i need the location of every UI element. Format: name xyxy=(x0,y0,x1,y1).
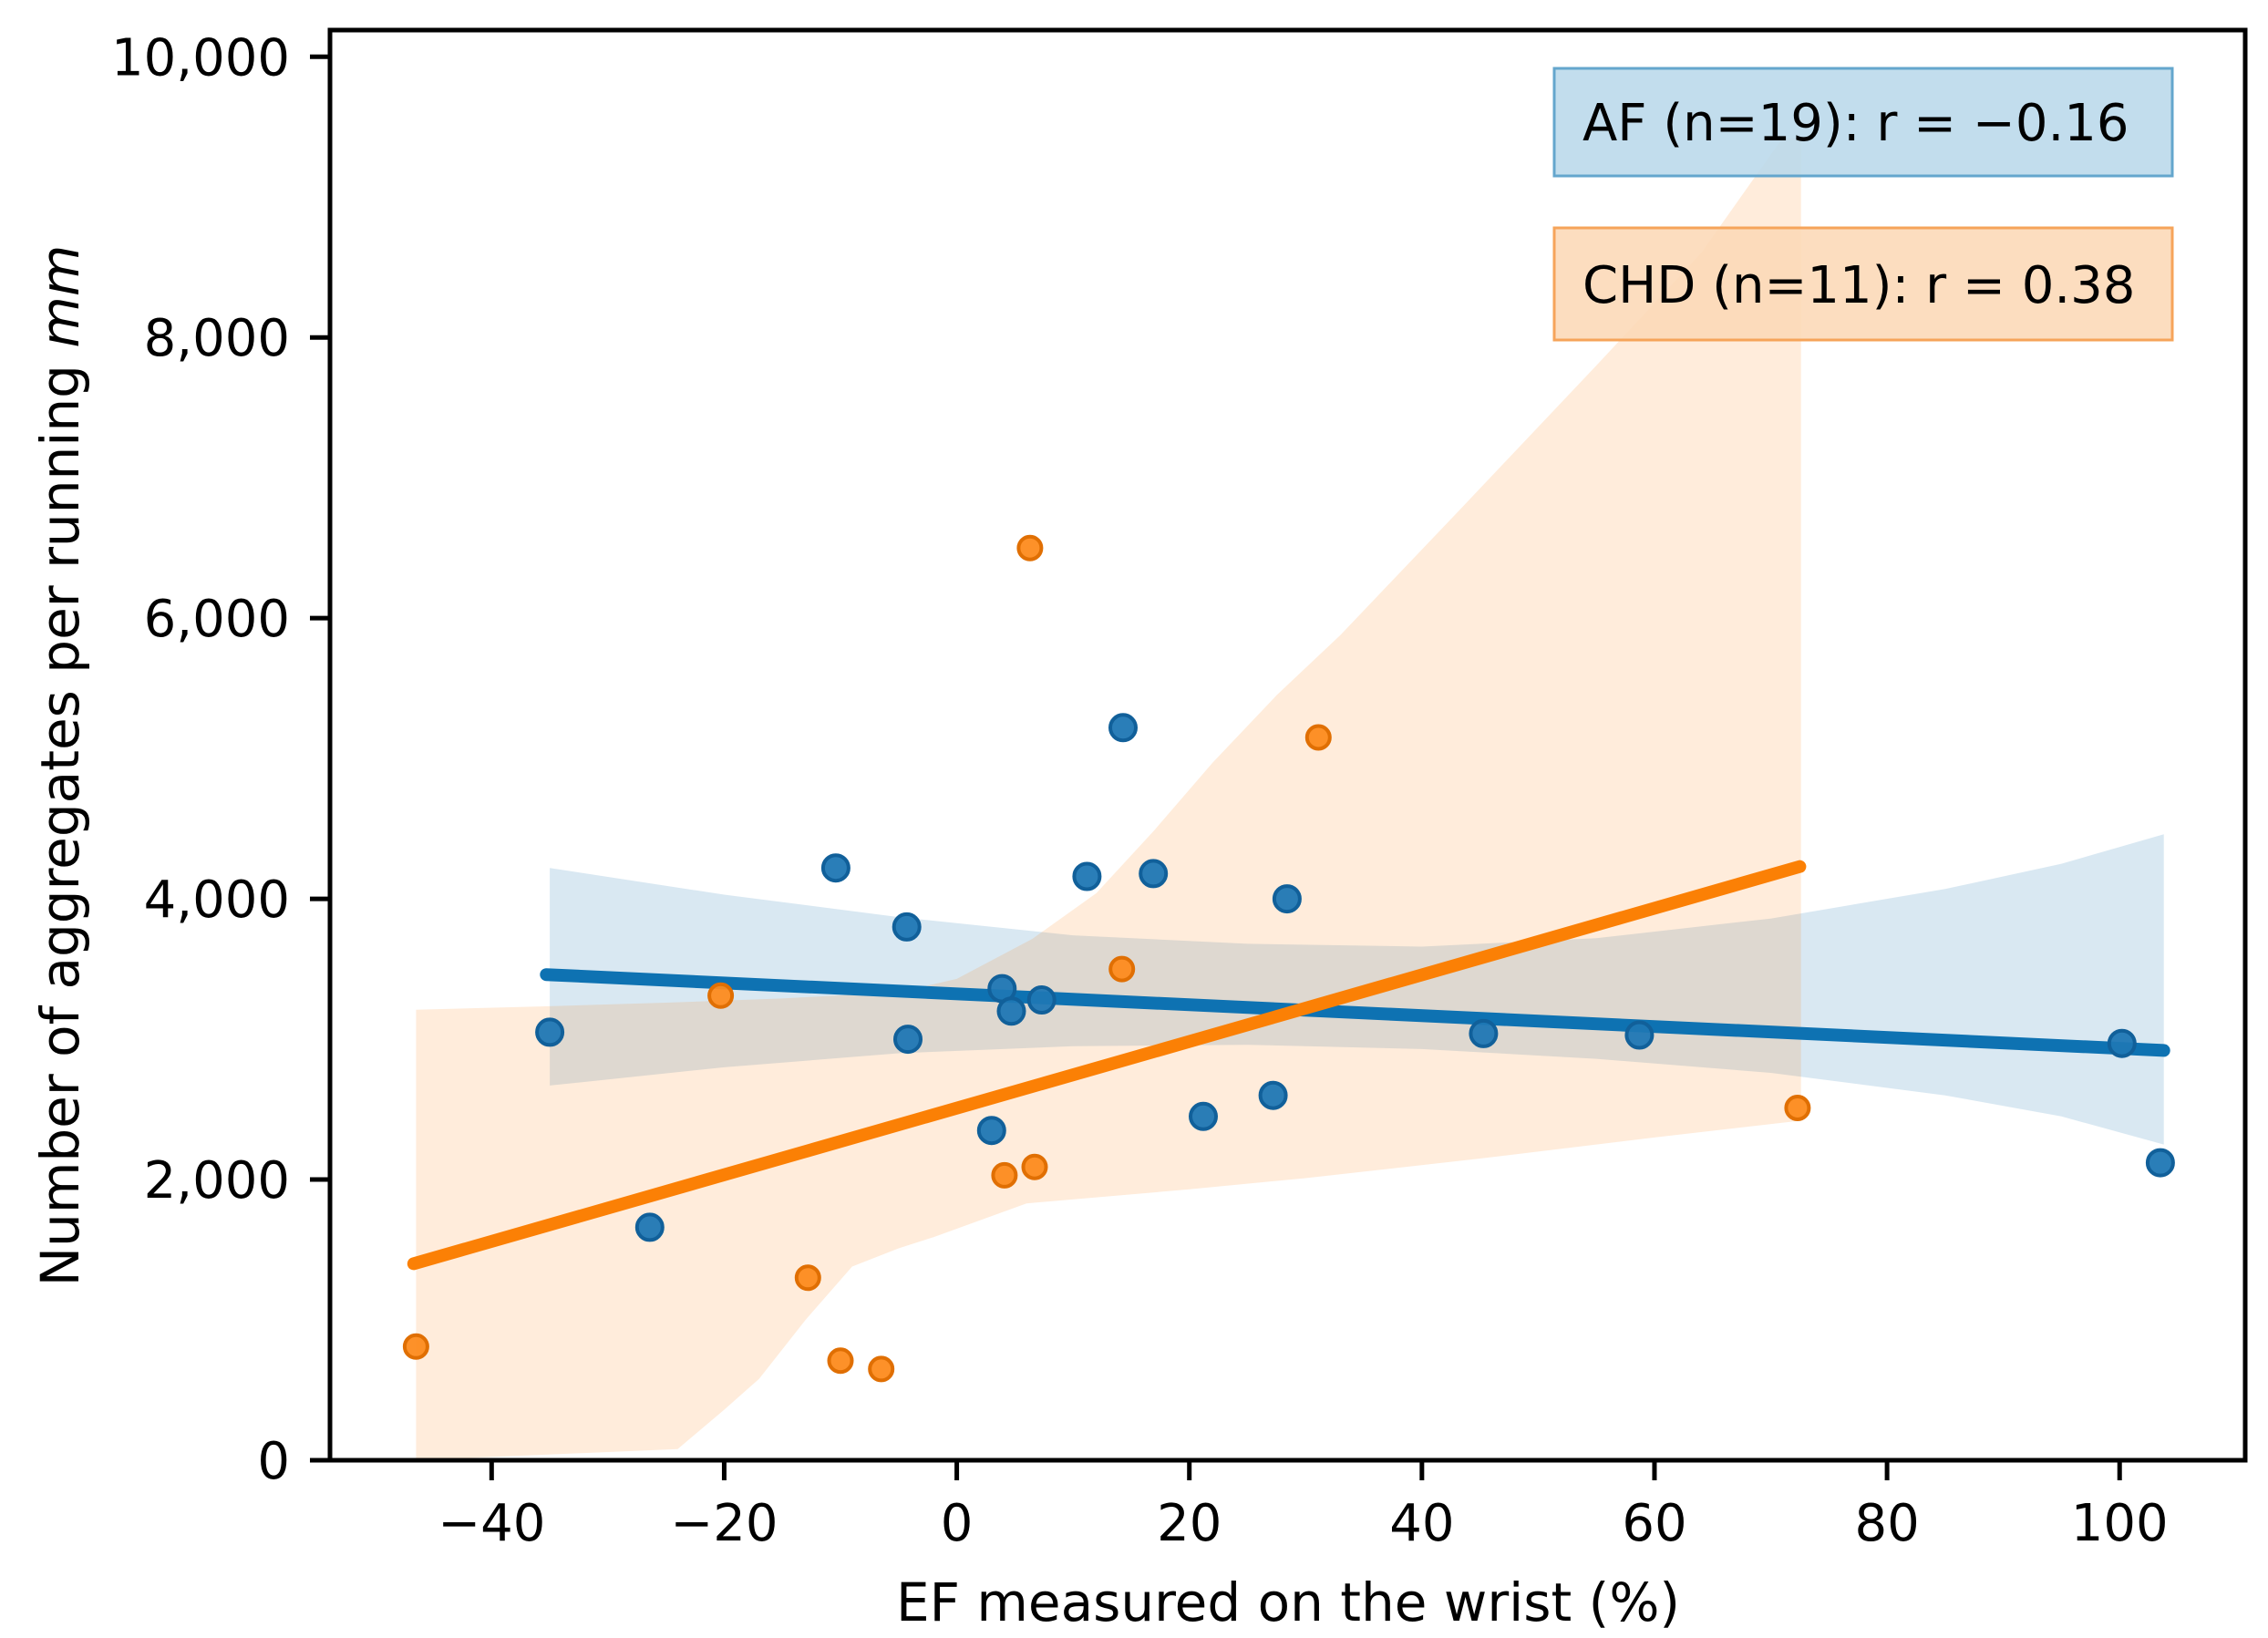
y-tick-label: 6,000 xyxy=(144,590,290,649)
af-point xyxy=(893,1025,923,1055)
chd-regression-line xyxy=(407,860,1807,1271)
x-tick-label: 60 xyxy=(1622,1494,1686,1553)
af-point xyxy=(820,853,850,883)
x-tick-label: 40 xyxy=(1389,1494,1454,1553)
af-point xyxy=(1139,859,1169,889)
af-point xyxy=(1624,1020,1655,1050)
af-point xyxy=(1026,985,1057,1015)
y-tick-label: 8,000 xyxy=(144,309,290,368)
chd-point xyxy=(1021,1153,1048,1180)
x-tick-label: 0 xyxy=(941,1494,974,1553)
af-point xyxy=(996,996,1026,1026)
x-tick-label: 80 xyxy=(1854,1494,1919,1553)
chd-point xyxy=(827,1347,854,1375)
chd-point xyxy=(1108,955,1136,983)
af-point xyxy=(1108,713,1138,743)
legend-chd-box xyxy=(1552,226,2174,342)
af-point xyxy=(1469,1018,1499,1048)
af-point xyxy=(1189,1101,1218,1131)
chd-point xyxy=(991,1161,1018,1189)
af-point xyxy=(976,1116,1006,1146)
x-tick-label: 100 xyxy=(2071,1494,2169,1553)
af-point xyxy=(535,1017,565,1047)
y-tick-label: 10,000 xyxy=(111,28,290,88)
af-point xyxy=(1258,1080,1288,1110)
scatter-points xyxy=(402,534,2175,1383)
x-axis-label: EF measured on the wrist (%) xyxy=(896,1571,1680,1633)
af-point xyxy=(1272,884,1302,914)
plot-frame xyxy=(327,27,2248,1463)
y-tick-label: 2,000 xyxy=(144,1151,290,1210)
af-point xyxy=(634,1212,665,1242)
y-axis-label: Number of aggregates per running mm xyxy=(29,245,91,1287)
chd-point xyxy=(1304,724,1332,751)
af-point xyxy=(2107,1028,2137,1058)
chd-point xyxy=(402,1333,429,1360)
af-point xyxy=(1072,861,1102,891)
legend-chd-label: CHD (n=11): r = 0.38 xyxy=(1582,256,2135,315)
y-tick-label: 0 xyxy=(257,1432,290,1491)
chd-point xyxy=(1784,1095,1811,1121)
y-tick-label: 4,000 xyxy=(144,871,290,930)
af-regression-line xyxy=(540,968,2170,1057)
af-point xyxy=(892,912,922,942)
y-axis-label-main: Number of aggregates per running xyxy=(29,348,91,1287)
chd-point xyxy=(707,982,735,1009)
legend: AF (n=19): r = −0.16 CHD (n=11): r = 0.3… xyxy=(1552,67,2174,342)
legend-af-label: AF (n=19): r = −0.16 xyxy=(1582,94,2129,153)
tick-labels: −40 −20 0 20 40 60 80 100 0 2,000 4,000 6,000 8,000 1… xyxy=(111,28,2169,1553)
chd-point xyxy=(868,1355,895,1383)
chd-confidence-band xyxy=(416,138,1801,1461)
axes xyxy=(310,27,2248,1480)
y-axis-label-unit: mm xyxy=(29,245,91,348)
x-tick-label: −40 xyxy=(438,1494,545,1553)
af-point xyxy=(2145,1148,2175,1178)
x-tick-label: 20 xyxy=(1157,1494,1222,1553)
chd-point xyxy=(1016,534,1044,561)
regression-lines xyxy=(407,860,2170,1271)
chd-point xyxy=(794,1264,821,1292)
legend-af-box xyxy=(1552,67,2174,178)
x-tick-label: −20 xyxy=(670,1494,778,1553)
